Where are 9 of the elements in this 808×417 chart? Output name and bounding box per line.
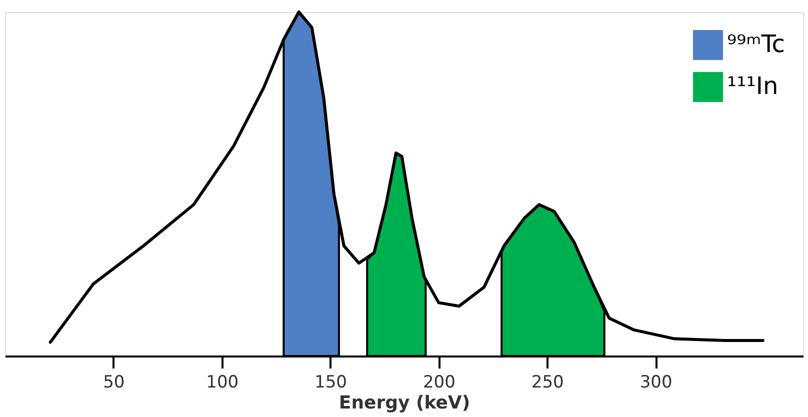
x-axis-title: Energy (keV) [338,392,470,414]
x-tick-label: 200 [422,372,456,392]
x-tick-label: 250 [531,372,564,392]
legend-label: ⁹⁹ᵐTc [727,30,785,58]
legend-label: ¹¹¹In [727,72,778,100]
x-tick-label: 300 [640,372,672,392]
x-tick-label: 50 [103,372,125,392]
x-tick-label: 150 [314,372,347,392]
x-tick-label: 100 [206,372,239,392]
